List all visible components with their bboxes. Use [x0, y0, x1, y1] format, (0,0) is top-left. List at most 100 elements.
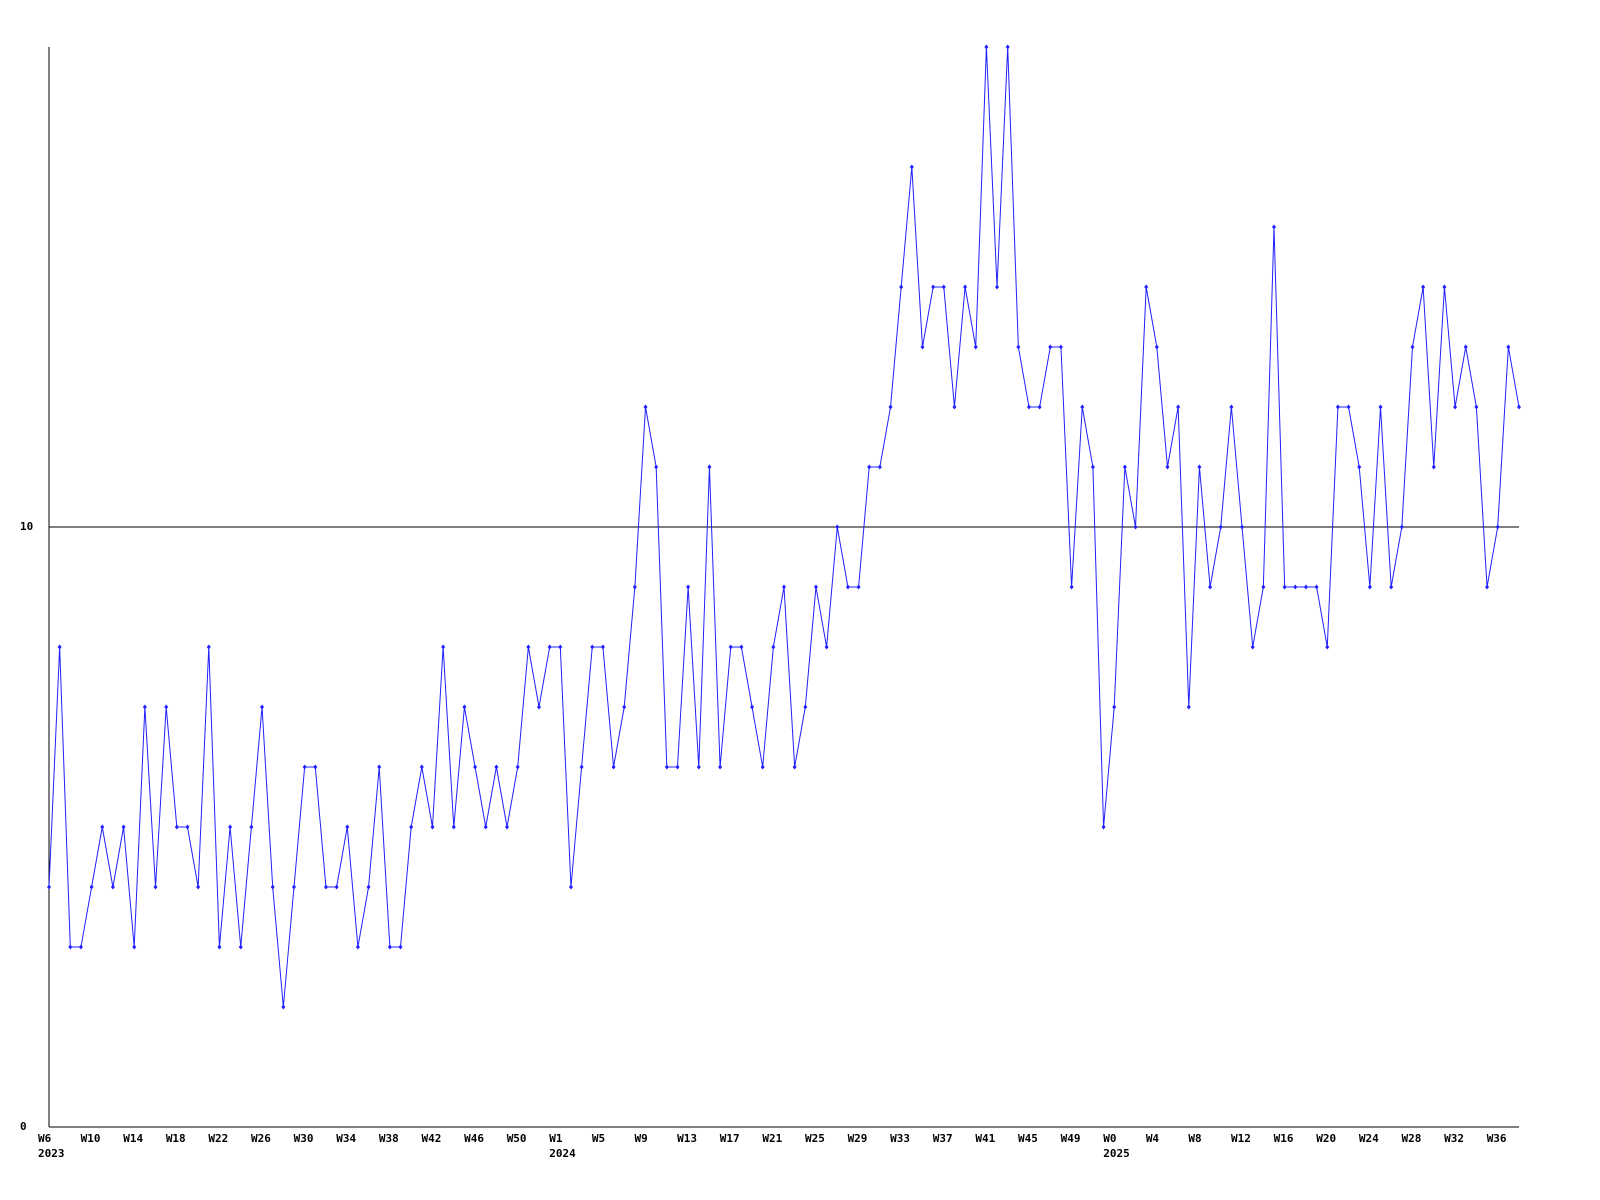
- x-tick-label: W20: [1316, 1132, 1336, 1145]
- point: [185, 824, 190, 830]
- point: [313, 764, 318, 770]
- point: [1165, 464, 1170, 470]
- point: [856, 584, 861, 590]
- point: [419, 764, 424, 770]
- point: [1197, 464, 1202, 470]
- point: [100, 824, 105, 830]
- point: [643, 404, 648, 410]
- point: [249, 824, 254, 830]
- x-tick-label: W24: [1359, 1132, 1379, 1145]
- point: [57, 644, 62, 650]
- y-tick-label: 0: [20, 1120, 27, 1133]
- x-tick-label: W16: [1274, 1132, 1294, 1145]
- point: [387, 944, 392, 950]
- point: [132, 944, 137, 950]
- point: [153, 884, 158, 890]
- point: [377, 764, 382, 770]
- point: [728, 644, 733, 650]
- point: [600, 644, 605, 650]
- point: [1431, 464, 1436, 470]
- point: [1357, 464, 1362, 470]
- point: [1218, 524, 1223, 530]
- point: [323, 884, 328, 890]
- x-tick-label: W18: [166, 1132, 186, 1145]
- x-tick-label: W25: [805, 1132, 825, 1145]
- point: [345, 824, 350, 830]
- x-tick-label: W10: [81, 1132, 101, 1145]
- point: [1463, 344, 1468, 350]
- point: [302, 764, 307, 770]
- point: [771, 644, 776, 650]
- point: [1325, 644, 1330, 650]
- x-tick-label: W36: [1487, 1132, 1507, 1145]
- point: [1282, 584, 1287, 590]
- point: [579, 764, 584, 770]
- x-tick-label: W28: [1401, 1132, 1421, 1145]
- point: [409, 824, 414, 830]
- point: [899, 284, 904, 290]
- point: [462, 704, 467, 710]
- point: [1421, 284, 1426, 290]
- point: [206, 644, 211, 650]
- point: [995, 284, 1000, 290]
- point: [1069, 584, 1074, 590]
- x-tick-label: W17: [720, 1132, 740, 1145]
- x-tick-label: W8: [1188, 1132, 1201, 1145]
- point: [1399, 524, 1404, 530]
- point: [1154, 344, 1159, 350]
- point: [196, 884, 201, 890]
- point: [952, 404, 957, 410]
- point: [1005, 44, 1010, 50]
- point: [1442, 284, 1447, 290]
- point: [973, 344, 978, 350]
- x-tick-label: W21: [762, 1132, 782, 1145]
- x-year-label: 2025: [1103, 1147, 1130, 1160]
- point: [281, 1004, 286, 1010]
- point: [260, 704, 265, 710]
- point: [1272, 224, 1276, 230]
- x-tick-label: W50: [507, 1132, 527, 1145]
- point: [1027, 404, 1031, 410]
- point: [632, 584, 637, 590]
- point: [782, 584, 786, 590]
- x-tick-label: W12: [1231, 1132, 1251, 1145]
- point: [366, 884, 371, 890]
- point: [1485, 584, 1490, 590]
- point: [803, 704, 808, 710]
- point: [1410, 344, 1415, 350]
- point: [473, 764, 478, 770]
- point: [1303, 584, 1308, 590]
- point: [1506, 344, 1511, 350]
- point: [696, 764, 701, 770]
- x-tick-label: W30: [294, 1132, 314, 1145]
- point: [941, 284, 946, 290]
- point: [121, 824, 126, 830]
- point: [877, 464, 882, 470]
- point: [441, 644, 446, 650]
- point: [558, 644, 563, 650]
- point: [963, 284, 968, 290]
- point: [931, 284, 936, 290]
- point: [750, 704, 755, 710]
- x-tick-label: W4: [1146, 1132, 1160, 1145]
- x-tick-label: W14: [123, 1132, 143, 1145]
- x-tick-label: W9: [635, 1132, 648, 1145]
- point: [760, 764, 765, 770]
- point: [505, 824, 510, 830]
- point: [217, 944, 222, 950]
- point: [515, 764, 520, 770]
- point: [526, 644, 531, 650]
- point: [47, 884, 51, 890]
- y-tick-label: 10: [20, 520, 33, 533]
- point: [1016, 344, 1021, 350]
- point: [89, 884, 94, 890]
- point: [1293, 584, 1298, 590]
- point: [1048, 344, 1053, 350]
- x-tick-label: W42: [421, 1132, 441, 1145]
- point: [867, 464, 872, 470]
- point: [1346, 404, 1351, 410]
- point: [622, 704, 627, 710]
